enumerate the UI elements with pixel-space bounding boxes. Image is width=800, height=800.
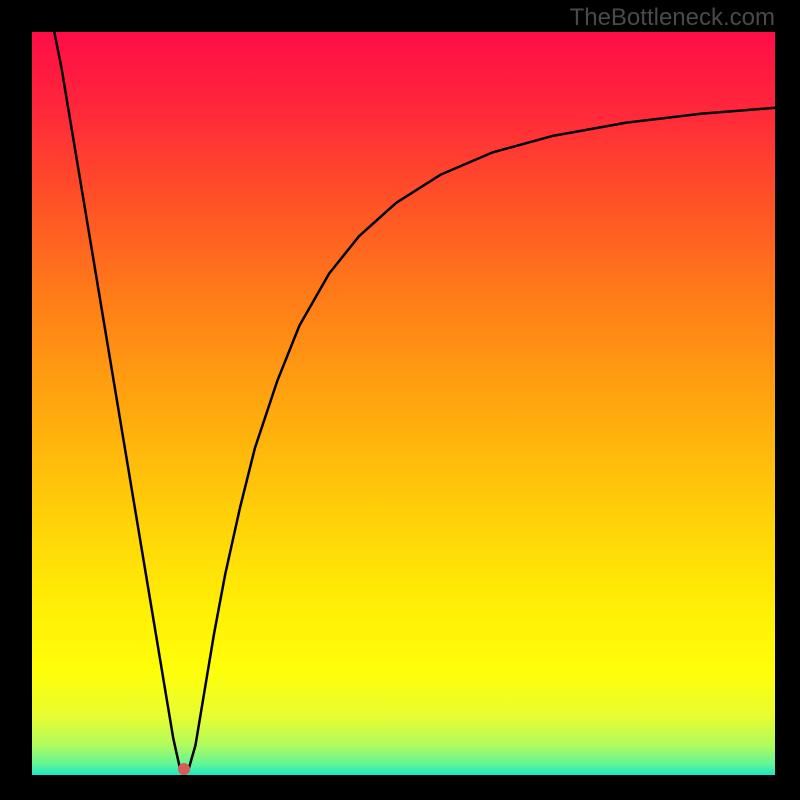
minimum-marker [178,763,190,775]
plot-area [32,32,775,775]
bottleneck-chart: TheBottleneck.com [0,0,800,800]
bottleneck-curve [54,32,775,774]
watermark-text: TheBottleneck.com [570,4,775,32]
curve-layer [32,32,775,775]
